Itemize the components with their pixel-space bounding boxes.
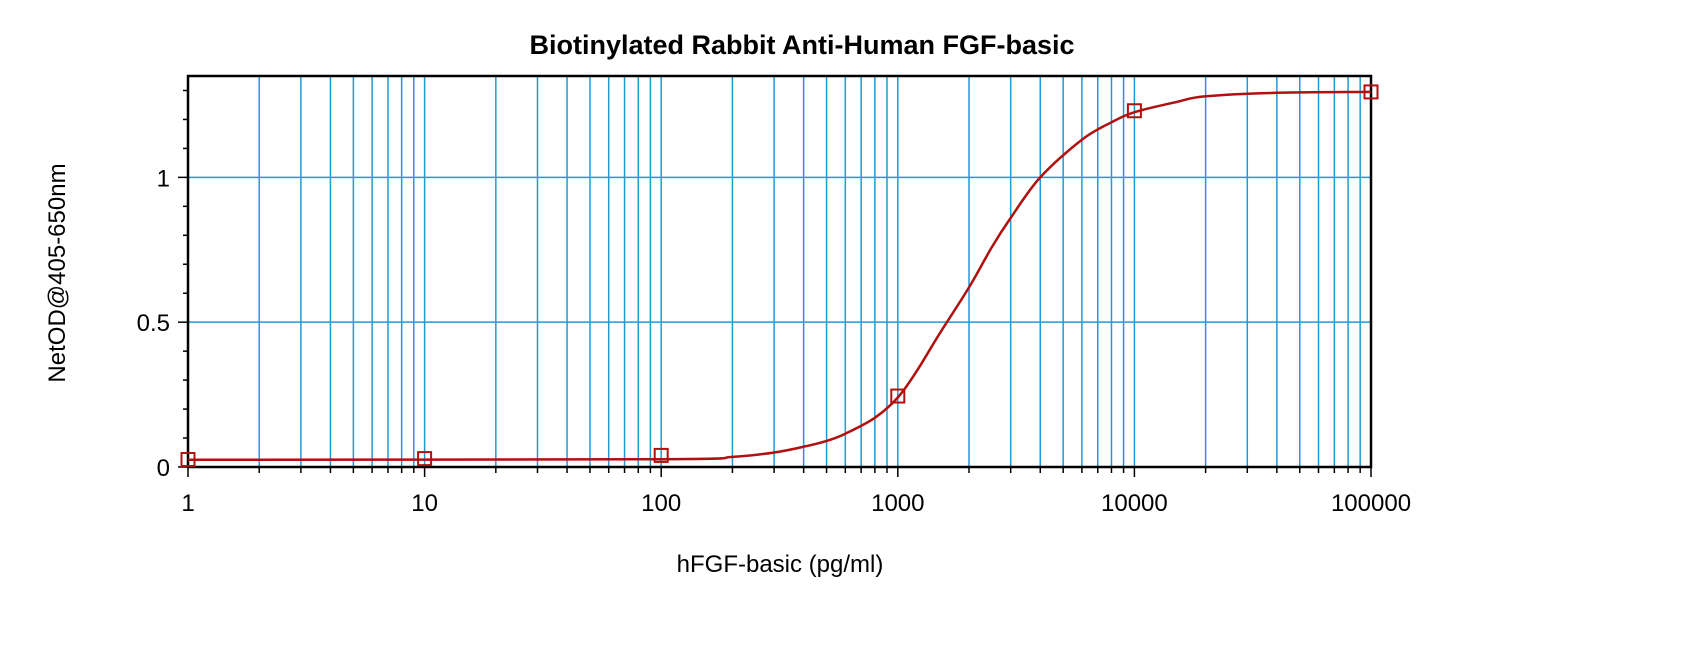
y-axis-label: NetOD@405-650nm [44,163,71,382]
data-point [417,451,433,467]
series [180,84,1379,467]
data-point [653,447,669,463]
x-tick-label: 10 [411,490,438,517]
x-tick-label: 1 [181,490,194,517]
data-point [180,451,196,467]
plot-frame [186,74,1373,469]
y-tick-label: 1 [157,165,170,192]
axes: 1 10 100 1000 10000 100000 0 0.5 1 [137,74,1411,517]
x-tick-label: 1000 [871,490,924,517]
chart-title: Biotinylated Rabbit Anti-Human FGF-basic [529,30,1074,60]
grid [188,76,1371,467]
y-tick-label: 0.5 [137,310,170,337]
data-point [1126,103,1142,119]
data-point [1363,84,1379,100]
data-point [890,388,906,404]
x-axis-label: hFGF-basic (pg/ml) [677,551,884,578]
fit-curve [187,90,1372,462]
x-tick-label: 10000 [1101,490,1168,517]
x-tick-label: 100000 [1331,490,1411,517]
y-tick-label: 0 [157,455,170,482]
x-tick-label: 100 [641,490,681,517]
